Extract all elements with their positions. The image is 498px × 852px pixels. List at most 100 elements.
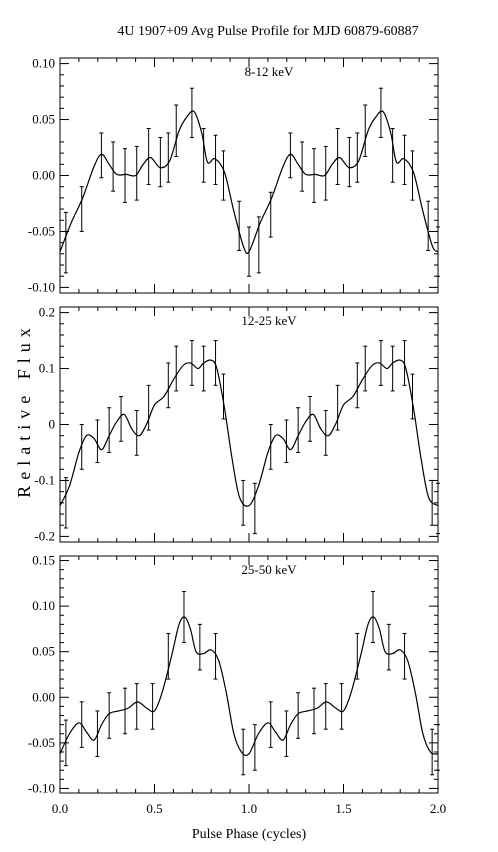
error-bar [79, 701, 84, 748]
error-bar [355, 362, 360, 409]
panels-group: 0.100.050.00-0.05-0.108-12 keV0.20.10-0.… [28, 56, 446, 816]
error-bar [119, 396, 124, 442]
x-tick-label: 0.5 [146, 801, 162, 816]
error-bar [63, 477, 68, 529]
y-axis-label: Relative Flux [14, 322, 34, 498]
error-bar [252, 724, 257, 771]
error-bar [123, 148, 128, 203]
error-bar [146, 128, 151, 185]
y-tick-label: 0.05 [32, 644, 55, 659]
y-tick-label: -0.05 [28, 223, 55, 238]
error-bar [436, 482, 440, 535]
y-tick-label: -0.10 [28, 279, 55, 294]
error-bar [79, 186, 84, 232]
panel-energy-label: 8-12 keV [245, 64, 294, 79]
error-bar [201, 128, 206, 183]
error-bar [402, 134, 407, 185]
x-tick-label: 1.0 [241, 801, 257, 816]
error-bar [95, 710, 100, 758]
y-tick-label: -0.05 [28, 735, 55, 750]
error-bar [166, 132, 171, 183]
error-bar [201, 345, 206, 392]
error-bar [158, 136, 163, 188]
error-bar [363, 104, 368, 157]
error-bar [410, 373, 415, 420]
error-bar [268, 424, 273, 470]
error-bar [402, 632, 407, 680]
error-bar [370, 591, 375, 644]
error-bar [312, 687, 317, 735]
error-bar [221, 373, 226, 420]
error-bar [146, 384, 151, 431]
error-bar [378, 340, 383, 386]
error-bar [288, 132, 293, 179]
panel-energy-label: 12-25 keV [241, 313, 297, 328]
error-bar [363, 345, 368, 392]
error-bar [134, 410, 139, 456]
error-bar [268, 191, 273, 238]
error-bar [63, 211, 68, 274]
error-bar [99, 132, 104, 179]
error-bar [378, 87, 383, 138]
error-bar [111, 141, 116, 192]
x-tick-label: 1.5 [335, 801, 351, 816]
panel-frame [59, 555, 439, 794]
error-bar [430, 728, 435, 776]
error-bar [284, 710, 289, 758]
error-bar [355, 632, 360, 680]
error-bar [430, 479, 435, 526]
error-bar [213, 340, 218, 386]
error-bar [174, 345, 179, 392]
error-bar [174, 104, 179, 157]
y-tick-label: -0.2 [34, 528, 55, 543]
error-bar [323, 410, 328, 456]
error-bar [256, 216, 261, 274]
error-bar [237, 200, 242, 251]
error-bar [123, 687, 128, 735]
error-bar [150, 683, 155, 730]
panel-3: 0.15 0.10 0.05 0.00 -0.05 -0.10 25-50 keV 0.0 0.… [28, 553, 446, 816]
error-bar [335, 384, 340, 431]
error-bar [436, 724, 440, 771]
error-bar [402, 340, 407, 386]
y-tick-label: 0 [49, 417, 56, 432]
error-bar [63, 719, 68, 767]
panel-2: 0.2 0.1 0 -0.1 -0.2 12-25 keV [34, 305, 440, 543]
error-bar [410, 150, 415, 201]
profile-curve [59, 616, 439, 757]
error-bar [79, 424, 84, 470]
error-bar [252, 482, 257, 535]
y-tick-label: 0.2 [39, 305, 55, 320]
y-tick-label: 0.15 [32, 553, 55, 568]
error-bar [284, 419, 289, 464]
x-tick-label: 2.0 [430, 801, 446, 816]
error-bar [189, 87, 194, 138]
error-bar [390, 128, 395, 183]
error-bar [347, 136, 352, 188]
error-bar [296, 407, 301, 453]
error-bar [296, 692, 301, 739]
panel-1: 0.10 0.05 0.00 -0.05 -0.10 8-12 keV [28, 56, 440, 294]
error-bar [166, 632, 171, 680]
error-bar [355, 132, 360, 183]
error-bar [323, 683, 328, 730]
error-bar [308, 396, 313, 442]
error-bar [386, 623, 391, 671]
y-tick-label: 0.10 [32, 598, 55, 613]
error-bar [107, 407, 112, 453]
x-tick-label: 0.0 [52, 801, 68, 816]
error-bar [189, 340, 194, 386]
error-bar [134, 683, 139, 730]
x-axis-label: Pulse Phase (cycles) [192, 827, 307, 842]
error-bar [268, 701, 273, 748]
y-tick-label: 0.1 [39, 361, 55, 376]
error-bar [335, 128, 340, 185]
y-tick-label: -0.10 [28, 780, 55, 795]
error-bar [95, 419, 100, 464]
error-bar [166, 362, 171, 409]
y-tick-label: 0.00 [32, 689, 55, 704]
error-bar [107, 692, 112, 739]
error-bar [339, 683, 344, 730]
error-bar [300, 141, 305, 192]
